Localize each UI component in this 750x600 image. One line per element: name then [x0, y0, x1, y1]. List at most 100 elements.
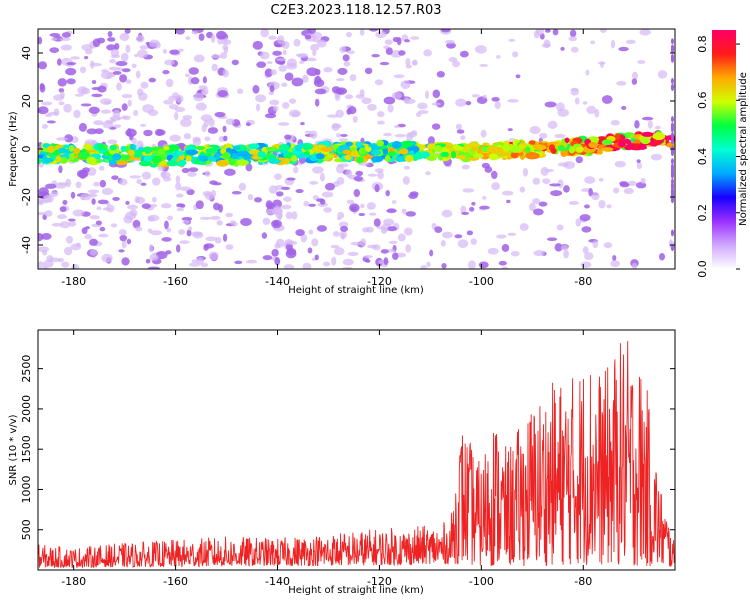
spectrogram-noise-dot — [451, 60, 461, 68]
spectrogram-noise-dot — [512, 51, 519, 58]
spectrogram-edge-dot — [670, 132, 674, 139]
spectrogram-noise-dot — [68, 221, 77, 227]
spectrogram-noise-dot — [554, 243, 563, 252]
spectrogram-noise-dot — [606, 204, 612, 209]
spectrogram-noise-dot — [256, 61, 267, 69]
spectrogram-noise-dot — [641, 116, 654, 121]
spectrogram-noise-dot — [51, 222, 62, 227]
spectrogram-x-tick-label: -80 — [574, 275, 592, 288]
spectrogram-noise-dot — [544, 29, 551, 33]
spectrogram-noise-dot — [346, 31, 353, 38]
spectrogram-edge-dot — [670, 158, 674, 165]
spectrogram-noise-dot — [131, 137, 137, 145]
spectrogram-noise-dot — [110, 223, 118, 228]
spectrogram-noise-dot — [592, 240, 599, 248]
spectrogram-noise-dot — [542, 178, 551, 184]
spectrogram-noise-dot — [169, 49, 180, 55]
spectrogram-noise-dot — [216, 220, 223, 226]
spectrogram-noise-dot — [210, 215, 221, 221]
spectrogram-noise-dot — [403, 227, 413, 236]
spectrogram-x-ticks: -180 -160 -140 -120 -100 -80 — [61, 29, 592, 288]
spectrogram-noise-dot — [252, 85, 260, 94]
spectrogram-noise-dot — [199, 216, 212, 220]
spectrogram-noise-dot — [478, 261, 489, 269]
spectrogram-noise-dot — [202, 76, 207, 84]
spectrogram-noise-dot — [268, 35, 277, 40]
spectrogram-noise-dot — [118, 249, 125, 253]
spectrogram-noise-dot — [72, 209, 85, 217]
snr-y-tick-label: 1500 — [20, 435, 33, 463]
spectrogram-noise-dot — [374, 79, 384, 86]
spectrogram-noise-dot — [501, 266, 508, 269]
spectrogram-noise-dot — [603, 242, 613, 249]
spectrogram-noise-dot — [529, 125, 541, 135]
spectrogram-noise-dot — [308, 203, 316, 207]
spectrogram-noise-dot — [581, 226, 592, 233]
spectrogram-marks — [38, 29, 675, 269]
spectrogram-noise-dot — [557, 162, 570, 167]
spectrogram-noise-dot — [198, 85, 208, 90]
spectrogram-noise-dot — [60, 91, 65, 99]
snr-y-ticks: 500 1000 1500 2000 2500 — [20, 355, 675, 540]
spectrogram-noise-dot — [647, 120, 653, 129]
spectrogram-noise-dot — [283, 196, 292, 202]
spectrogram-noise-dot — [49, 33, 61, 37]
spectrogram-noise-dot — [306, 67, 319, 77]
spectrogram-noise-dot — [231, 59, 239, 66]
spectrogram-band-cell — [290, 154, 298, 162]
spectrogram-band-cell — [55, 155, 62, 163]
spectrogram-noise-dot — [334, 93, 341, 101]
spectrogram-noise-dot — [268, 185, 278, 194]
spectrogram-band-cell — [294, 144, 302, 152]
spectrogram-noise-dot — [298, 60, 305, 65]
spectrogram-noise-dot — [211, 63, 218, 72]
spectrogram-noise-dot — [631, 78, 638, 85]
spectrogram-band-cell — [588, 141, 599, 149]
spectrogram-noise-dot — [598, 199, 606, 209]
spectrogram-band-cell — [467, 142, 480, 150]
spectrogram-band-cell — [303, 151, 310, 156]
spectrogram-noise-dot — [355, 170, 364, 177]
spectrogram-noise-dot — [441, 209, 453, 218]
spectrogram-noise-dot — [203, 243, 215, 249]
spectrogram-noise-dot — [217, 38, 223, 45]
spectrogram-noise-dot — [355, 94, 365, 99]
spectrogram-noise-dot — [269, 85, 275, 93]
spectrogram-noise-dot — [560, 244, 569, 251]
spectrogram-noise-dot — [619, 182, 630, 188]
snr-x-tick-label: -140 — [265, 575, 290, 588]
spectrogram-band-cell — [371, 155, 384, 163]
spectrogram-noise-dot — [515, 74, 521, 79]
spectrogram-x-tick-label: -120 — [367, 275, 392, 288]
spectrogram-noise-dot — [162, 48, 168, 54]
spectrogram-noise-dot — [39, 82, 45, 90]
spectrogram-noise-dot — [496, 55, 501, 59]
spectrogram-noise-dot — [57, 78, 67, 87]
spectrogram-band-cell — [236, 159, 249, 166]
spectrogram-y-tick-label: -40 — [20, 236, 33, 254]
spectrogram-noise-dot — [271, 207, 283, 216]
spectrogram-noise-dot — [612, 255, 617, 261]
spectrogram-noise-dot — [127, 99, 132, 107]
spectrogram-band-cell — [237, 150, 250, 157]
spectrogram-band-cell — [601, 147, 614, 152]
spectrogram-noise-dot — [444, 39, 455, 45]
spectrogram-noise-dot — [96, 206, 102, 211]
spectrogram-noise-dot — [136, 49, 148, 59]
spectrogram-noise-dot — [151, 196, 157, 203]
spectrogram-noise-dot — [347, 251, 359, 257]
spectrogram-noise-dot — [543, 39, 551, 49]
spectrogram-noise-dot — [88, 106, 100, 114]
spectrogram-noise-dot — [461, 211, 470, 215]
spectrogram-noise-dot — [352, 115, 358, 123]
spectrogram-noise-dot — [367, 244, 378, 249]
colorbar-gradient — [712, 30, 736, 269]
spectrogram-noise-dot — [301, 74, 309, 83]
spectrogram-noise-dot — [276, 191, 284, 197]
spectrogram-noise-dot — [38, 36, 43, 45]
spectrogram-noise-dot — [193, 54, 205, 63]
colorbar-tick-label: 0.6 — [696, 92, 709, 110]
spectrogram-noise-dot — [255, 94, 267, 103]
spectrogram-band-cell — [345, 141, 354, 147]
spectrogram-band-cell — [471, 146, 477, 152]
